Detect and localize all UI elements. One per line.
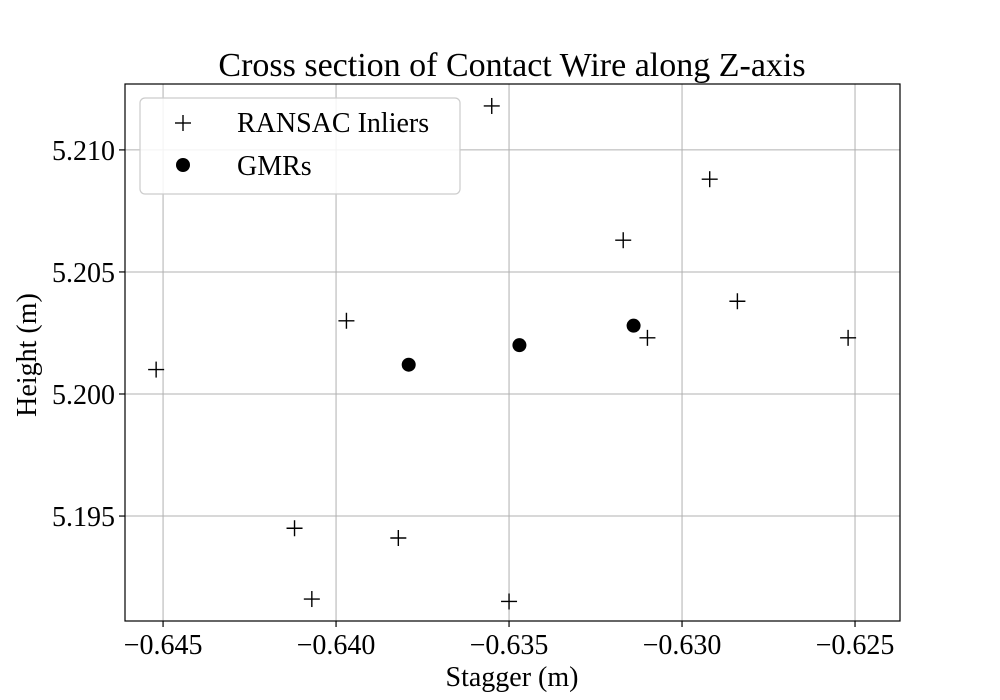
- legend-box: [139, 97, 461, 195]
- x-tick-label: −0.645: [124, 630, 203, 661]
- plot-frame: [124, 83, 901, 622]
- ransac-inlier-point: [615, 232, 632, 249]
- ransac-inlier-point: [729, 293, 746, 310]
- ransac-inlier-point: [338, 312, 355, 329]
- ransac-inlier-point: [286, 520, 303, 537]
- data-marks: [148, 97, 857, 610]
- legend-label-ransac-inliers: RANSAC Inliers: [237, 108, 429, 139]
- gmr-point: [626, 318, 641, 333]
- y-tick-label: 5.195: [52, 502, 115, 533]
- plus-marker-icon: [175, 115, 191, 131]
- ransac-inlier-point: [483, 97, 500, 114]
- ransac-inlier-point: [303, 591, 320, 608]
- ransac-inlier-point: [701, 171, 718, 188]
- legend-marker-ransac-inliers: [175, 115, 191, 131]
- chart-title: Cross section of Contact Wire along Z-ax…: [218, 47, 805, 84]
- x-tick-label: −0.635: [470, 630, 549, 661]
- y-tick-label: 5.200: [52, 380, 115, 411]
- x-tick-label: −0.640: [297, 630, 376, 661]
- circle-marker-icon: [176, 158, 190, 172]
- ransac-inlier-point: [390, 530, 407, 547]
- legend-marker-gmrs: [176, 158, 190, 172]
- ransac-inlier-point: [639, 329, 656, 346]
- gmr-point: [401, 357, 416, 372]
- x-axis-label: Stagger (m): [446, 662, 579, 693]
- y-tick-label: 5.210: [52, 136, 115, 167]
- axis-ticks: −0.645 −0.640 −0.635 −0.630 −0.625 5.195 5.200…: [52, 136, 894, 661]
- gmr-point: [512, 338, 527, 353]
- ransac-inlier-point: [840, 329, 857, 346]
- legend-label-gmrs: GMRs: [237, 151, 312, 182]
- legend: RANSAC Inliers GMRs: [139, 97, 461, 195]
- ransac-inlier-point: [501, 593, 518, 610]
- x-tick-label: −0.630: [643, 630, 722, 661]
- y-tick-label: 5.205: [52, 258, 115, 289]
- x-tick-label: −0.625: [816, 630, 895, 661]
- ransac-inlier-point: [148, 361, 165, 378]
- y-axis-label: Height (m): [12, 293, 43, 417]
